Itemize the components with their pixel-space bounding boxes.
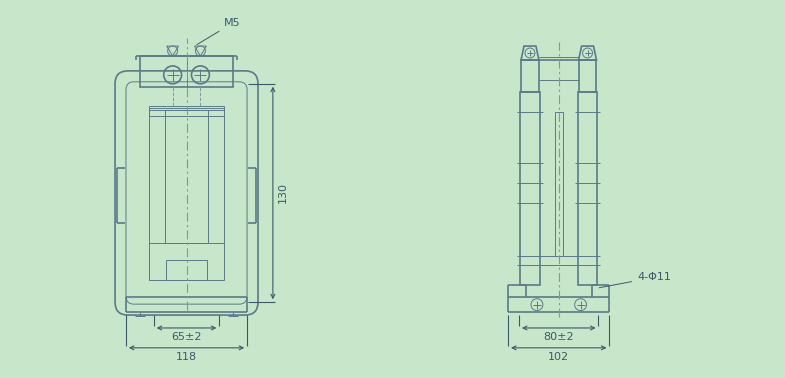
Bar (149, 108, 225, 116)
Bar (578, 92, 597, 285)
Text: 4-Φ11: 4-Φ11 (599, 272, 671, 288)
Bar (149, 105, 225, 280)
Text: M5: M5 (197, 18, 241, 45)
Bar (520, 92, 540, 285)
Bar (166, 260, 207, 280)
Text: 118: 118 (176, 352, 197, 362)
Bar (521, 60, 539, 92)
Text: 130: 130 (278, 183, 288, 203)
Bar (555, 112, 563, 256)
Text: 80±2: 80±2 (543, 332, 574, 342)
Text: 65±2: 65±2 (171, 332, 202, 342)
Text: 102: 102 (548, 352, 569, 362)
Bar (579, 60, 597, 92)
Bar (140, 56, 233, 87)
Bar (165, 110, 208, 243)
